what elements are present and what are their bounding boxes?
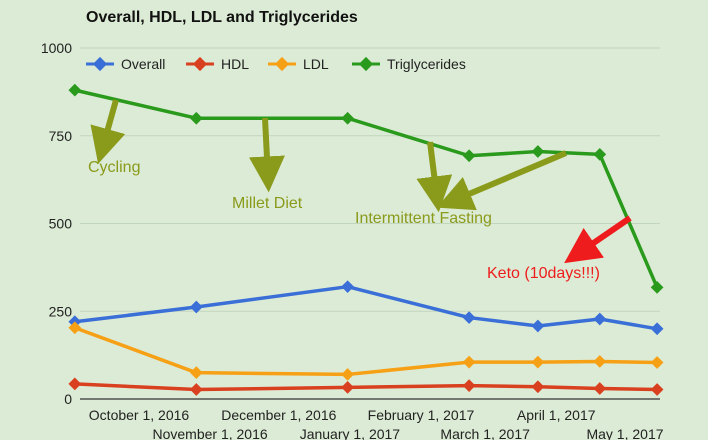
x-tick-label: March 1, 2017 bbox=[440, 426, 530, 440]
annotation-intermittent-fasting: Intermittent Fasting bbox=[355, 210, 492, 227]
grid-group bbox=[80, 47, 660, 400]
data-point bbox=[462, 311, 476, 324]
millet-arrow bbox=[248, 117, 285, 193]
legend-swatch-marker bbox=[92, 56, 108, 72]
y-tick-label: 500 bbox=[49, 216, 73, 232]
y-tick-label: 750 bbox=[49, 128, 73, 144]
legend-label: HDL bbox=[221, 56, 249, 72]
series-line bbox=[74, 382, 658, 392]
x-axis-ticks: October 1, 2016 December 1, 2016 February … bbox=[89, 407, 664, 440]
data-point bbox=[68, 321, 82, 335]
fasting-arrow-diag bbox=[436, 150, 568, 211]
data-point bbox=[189, 111, 203, 125]
data-point bbox=[650, 356, 664, 369]
annotation-cycling: Cycling bbox=[88, 159, 140, 176]
y-axis-ticks: 0 250 500 750 1000 bbox=[41, 40, 72, 407]
data-point bbox=[189, 383, 203, 396]
series-ldl bbox=[68, 321, 664, 381]
keto-arrow bbox=[564, 215, 632, 264]
legend-item: HDL bbox=[186, 56, 249, 72]
data-point bbox=[531, 319, 545, 333]
data-point bbox=[650, 383, 664, 396]
chart-title: Overall, HDL, LDL and Triglycerides bbox=[86, 9, 358, 26]
series-line bbox=[74, 88, 659, 289]
x-tick-label: October 1, 2016 bbox=[89, 407, 190, 423]
legend-label: Overall bbox=[121, 56, 165, 72]
series-hdl bbox=[68, 377, 664, 396]
series-triglycerides bbox=[68, 83, 664, 294]
data-point bbox=[189, 366, 203, 380]
data-point bbox=[531, 355, 545, 369]
legend-label: LDL bbox=[303, 56, 329, 72]
legend-item: Overall bbox=[86, 56, 165, 72]
data-point bbox=[462, 149, 476, 163]
fasting-arrow-down bbox=[416, 141, 453, 213]
legend-item: Triglycerides bbox=[352, 56, 466, 72]
data-point bbox=[68, 377, 82, 391]
data-point bbox=[593, 147, 607, 161]
cycling-arrow bbox=[90, 99, 126, 164]
series-group bbox=[68, 83, 664, 396]
data-point bbox=[462, 379, 476, 393]
series-line bbox=[74, 284, 658, 331]
legend-swatch-marker bbox=[358, 56, 374, 72]
data-point bbox=[531, 380, 545, 394]
data-point bbox=[650, 281, 664, 294]
data-point bbox=[341, 368, 354, 381]
data-point bbox=[593, 312, 607, 326]
data-point bbox=[341, 280, 354, 294]
annotation-group: Cycling Millet Diet Intermittent Fasting… bbox=[88, 99, 632, 282]
y-tick-label: 250 bbox=[49, 303, 73, 319]
x-tick-label: January 1, 2017 bbox=[300, 426, 401, 440]
series-overall bbox=[68, 280, 664, 336]
data-point bbox=[341, 381, 354, 394]
annotation-keto: Keto (10days!!!) bbox=[487, 265, 600, 282]
x-tick-label: November 1, 2016 bbox=[152, 426, 267, 440]
legend: Overall HDL LDL Triglycerides bbox=[86, 56, 466, 72]
x-tick-label: February 1, 2017 bbox=[368, 407, 475, 423]
y-tick-label: 0 bbox=[64, 391, 72, 407]
data-point bbox=[341, 111, 354, 125]
series-line bbox=[74, 326, 658, 377]
data-point bbox=[593, 382, 607, 395]
annotation-millet-diet: Millet Diet bbox=[232, 195, 303, 212]
legend-swatch-marker bbox=[274, 56, 290, 72]
x-tick-label: April 1, 2017 bbox=[517, 407, 596, 423]
legend-swatch-marker bbox=[192, 56, 208, 72]
legend-item: LDL bbox=[268, 56, 329, 72]
data-point bbox=[189, 300, 203, 314]
legend-label: Triglycerides bbox=[387, 56, 466, 72]
x-tick-label: May 1, 2017 bbox=[586, 426, 663, 440]
y-tick-label: 1000 bbox=[41, 40, 72, 56]
data-point bbox=[650, 322, 664, 336]
data-point bbox=[68, 83, 82, 97]
data-point bbox=[462, 355, 476, 369]
data-point bbox=[531, 145, 545, 158]
x-tick-label: December 1, 2016 bbox=[221, 407, 336, 423]
data-point bbox=[593, 355, 607, 368]
